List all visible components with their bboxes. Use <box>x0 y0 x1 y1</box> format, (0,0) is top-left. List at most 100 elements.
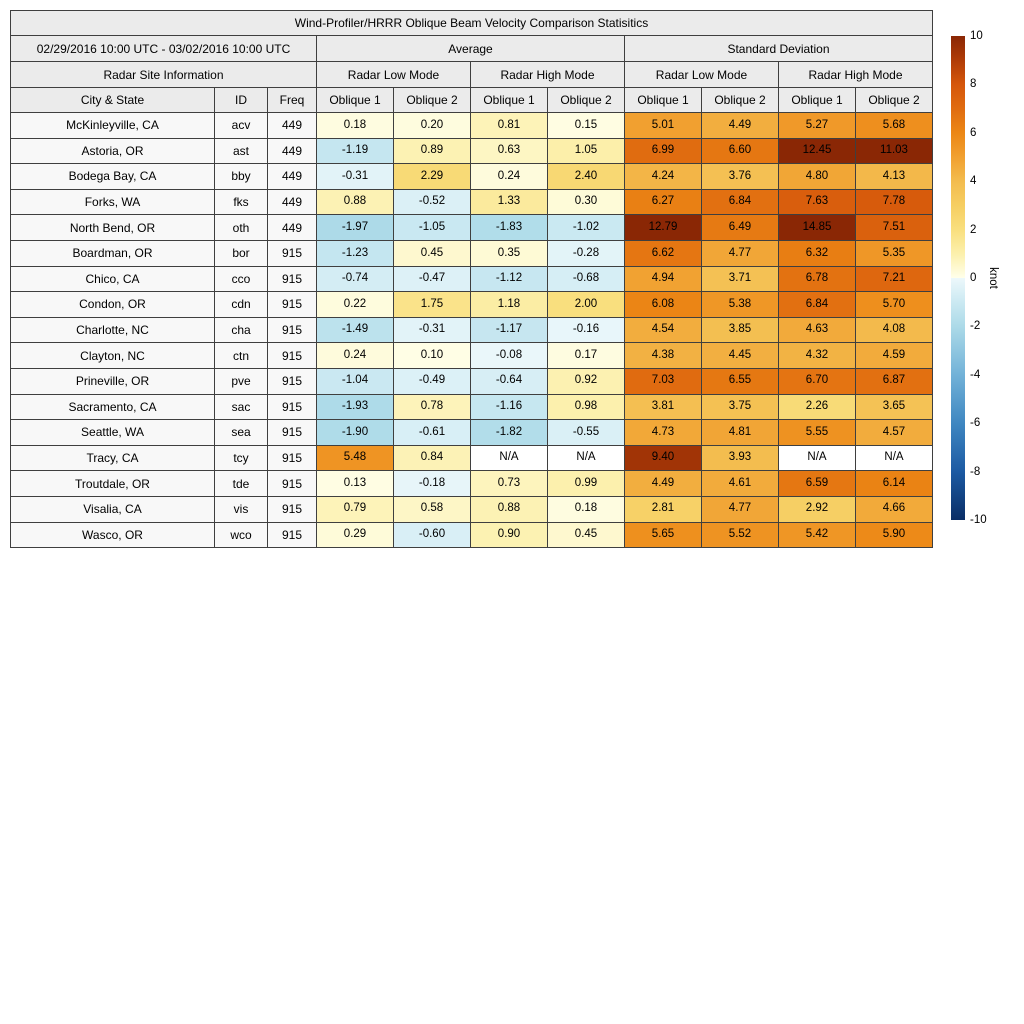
value-cell: -1.90 <box>316 419 394 446</box>
value-cell: 0.99 <box>547 470 625 497</box>
value-cell: 3.65 <box>855 393 933 421</box>
city-cell: Sacramento, CA <box>10 393 215 421</box>
column-header-oblique2: Oblique 2 <box>701 87 779 113</box>
value-cell: 4.66 <box>855 495 933 523</box>
value-cell: 5.68 <box>855 112 933 139</box>
value-cell: 6.84 <box>778 291 856 318</box>
value-cell: -1.17 <box>470 316 548 344</box>
value-cell: 0.89 <box>393 137 471 165</box>
site-id-cell: bby <box>214 163 268 190</box>
site-id-cell: tde <box>214 470 268 497</box>
freq-cell: 915 <box>267 291 317 318</box>
site-id-cell: sea <box>214 419 268 446</box>
table-row: Boardman, OR bor 915 -1.23 0.45 0.35 -0.28 6.62… <box>10 239 933 267</box>
value-cell: 7.78 <box>855 188 933 216</box>
colorbar-tick-label: -8 <box>970 465 981 478</box>
value-cell: 3.76 <box>701 163 779 190</box>
colorbar-tick-label: 8 <box>970 78 977 91</box>
city-cell: Boardman, OR <box>10 239 215 267</box>
value-cell: 0.17 <box>547 342 625 369</box>
value-cell: -1.23 <box>316 239 394 267</box>
table-row: Seattle, WA sea 915 -1.90 -0.61 -1.82 -0.55 4.7… <box>10 419 933 446</box>
colorbar-tick-label: -4 <box>970 368 981 381</box>
value-cell: 4.13 <box>855 163 933 190</box>
site-id-cell: tcy <box>214 444 268 472</box>
value-cell: 7.03 <box>624 367 702 395</box>
value-cell: 1.33 <box>470 188 548 216</box>
group-header-site-info: Radar Site Information <box>10 61 317 88</box>
value-cell: 0.63 <box>470 137 548 165</box>
value-cell: 0.13 <box>316 470 394 497</box>
value-cell: 1.75 <box>393 291 471 318</box>
value-cell: -0.31 <box>316 163 394 190</box>
freq-cell: 449 <box>267 163 317 190</box>
value-cell: 4.61 <box>701 470 779 497</box>
value-cell: 2.40 <box>547 163 625 190</box>
value-cell: 5.65 <box>624 521 702 549</box>
freq-cell: 915 <box>267 393 317 421</box>
value-cell: 6.62 <box>624 239 702 267</box>
value-cell: 0.92 <box>547 367 625 395</box>
city-cell: Wasco, OR <box>10 521 215 549</box>
value-cell: 5.70 <box>855 291 933 318</box>
colorbar-unit-label: knot <box>987 267 999 289</box>
value-cell: 4.59 <box>855 342 933 369</box>
value-cell: 0.20 <box>393 112 471 139</box>
site-id-cell: ctn <box>214 342 268 369</box>
title-row: Wind-Profiler/HRRR Oblique Beam Velocity… <box>10 10 933 36</box>
value-cell: 5.38 <box>701 291 779 318</box>
value-cell: 0.29 <box>316 521 394 549</box>
value-cell: -1.93 <box>316 393 394 421</box>
colorbar-tick-label: 4 <box>970 175 977 188</box>
table-row: Forks, WA fks 449 0.88 -0.52 1.33 0.30 6.27 6.84… <box>10 188 933 216</box>
value-cell: 12.45 <box>778 137 856 165</box>
value-cell: -0.47 <box>393 265 471 293</box>
value-cell: -0.55 <box>547 419 625 446</box>
value-cell: 5.27 <box>778 112 856 139</box>
freq-cell: 915 <box>267 239 317 267</box>
mode-header-avg-high: Radar High Mode <box>470 61 625 88</box>
value-cell: 3.85 <box>701 316 779 344</box>
site-id-cell: sac <box>214 393 268 421</box>
value-cell: 0.24 <box>316 342 394 369</box>
value-cell: 3.75 <box>701 393 779 421</box>
value-cell: 4.77 <box>701 239 779 267</box>
value-cell: -1.04 <box>316 367 394 395</box>
table-row: Condon, OR cdn 915 0.22 1.75 1.18 2.00 6.08 5.38… <box>10 291 933 318</box>
colorbar-gradient <box>951 36 965 520</box>
city-cell: Forks, WA <box>10 188 215 216</box>
freq-cell: 915 <box>267 342 317 369</box>
value-cell: 4.73 <box>624 419 702 446</box>
value-cell: -1.82 <box>470 419 548 446</box>
value-cell: 4.08 <box>855 316 933 344</box>
value-cell: 4.57 <box>855 419 933 446</box>
group-header-standard-deviation: Standard Deviation <box>624 35 933 62</box>
column-header-oblique2: Oblique 2 <box>855 87 933 113</box>
city-cell: Tracy, CA <box>10 444 215 472</box>
city-cell: Prineville, OR <box>10 367 215 395</box>
freq-cell: 915 <box>267 419 317 446</box>
value-cell: -1.83 <box>470 214 548 241</box>
value-cell: 6.14 <box>855 470 933 497</box>
freq-cell: 915 <box>267 265 317 293</box>
value-cell: 6.08 <box>624 291 702 318</box>
value-cell: 6.84 <box>701 188 779 216</box>
table-row: Visalia, CA vis 915 0.79 0.58 0.88 0.18 2.81 4.7… <box>10 495 933 523</box>
freq-cell: 449 <box>267 188 317 216</box>
table-title: Wind-Profiler/HRRR Oblique Beam Velocity… <box>10 10 933 36</box>
value-cell: 5.52 <box>701 521 779 549</box>
value-cell: 6.78 <box>778 265 856 293</box>
value-cell: 1.05 <box>547 137 625 165</box>
site-id-cell: ast <box>214 137 268 165</box>
value-cell: 4.81 <box>701 419 779 446</box>
value-cell: N/A <box>855 444 933 472</box>
value-cell: -1.49 <box>316 316 394 344</box>
value-cell: 0.79 <box>316 495 394 523</box>
value-cell: 5.42 <box>778 521 856 549</box>
value-cell: 0.22 <box>316 291 394 318</box>
table-row: Troutdale, OR tde 915 0.13 -0.18 0.73 0.99 4.49… <box>10 470 933 497</box>
table-row: Tracy, CA tcy 915 5.48 0.84 N/A N/A 9.40 3.93 N/A… <box>10 444 933 472</box>
site-id-cell: fks <box>214 188 268 216</box>
value-cell: -0.52 <box>393 188 471 216</box>
value-cell: 0.88 <box>316 188 394 216</box>
